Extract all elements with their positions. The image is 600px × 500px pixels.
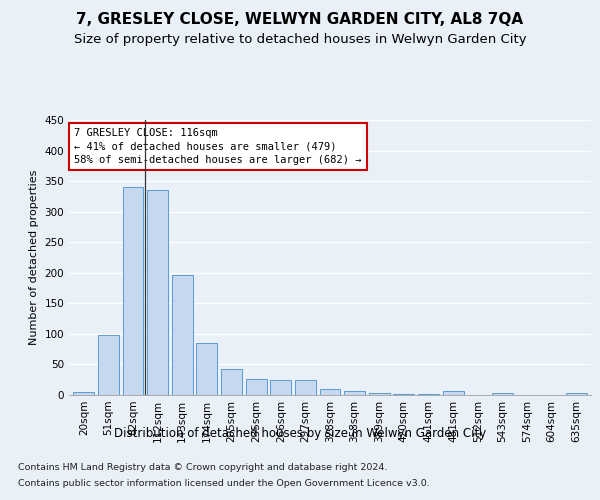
Text: 7, GRESLEY CLOSE, WELWYN GARDEN CITY, AL8 7QA: 7, GRESLEY CLOSE, WELWYN GARDEN CITY, AL… [76, 12, 524, 28]
Bar [344, 392, 365, 395]
Bar [492, 393, 513, 395]
Text: 7 GRESLEY CLOSE: 116sqm
← 41% of detached houses are smaller (479)
58% of semi-d: 7 GRESLEY CLOSE: 116sqm ← 41% of detache… [74, 128, 362, 164]
Bar [369, 392, 390, 395]
Bar [394, 394, 415, 395]
Text: Contains HM Land Registry data © Crown copyright and database right 2024.: Contains HM Land Registry data © Crown c… [18, 462, 388, 471]
Bar [196, 343, 217, 395]
Text: Distribution of detached houses by size in Welwyn Garden City: Distribution of detached houses by size … [114, 428, 486, 440]
Text: Contains public sector information licensed under the Open Government Licence v3: Contains public sector information licen… [18, 479, 430, 488]
Bar [221, 370, 242, 395]
Bar [98, 335, 119, 395]
Bar [566, 393, 587, 395]
Bar [418, 394, 439, 395]
Bar [245, 378, 266, 395]
Bar [320, 389, 340, 395]
Bar [122, 187, 143, 395]
Bar [73, 392, 94, 395]
Bar [172, 274, 193, 395]
Y-axis label: Number of detached properties: Number of detached properties [29, 170, 39, 345]
Bar [147, 190, 168, 395]
Bar [270, 380, 291, 395]
Text: Size of property relative to detached houses in Welwyn Garden City: Size of property relative to detached ho… [74, 32, 526, 46]
Bar [295, 380, 316, 395]
Bar [443, 392, 464, 395]
